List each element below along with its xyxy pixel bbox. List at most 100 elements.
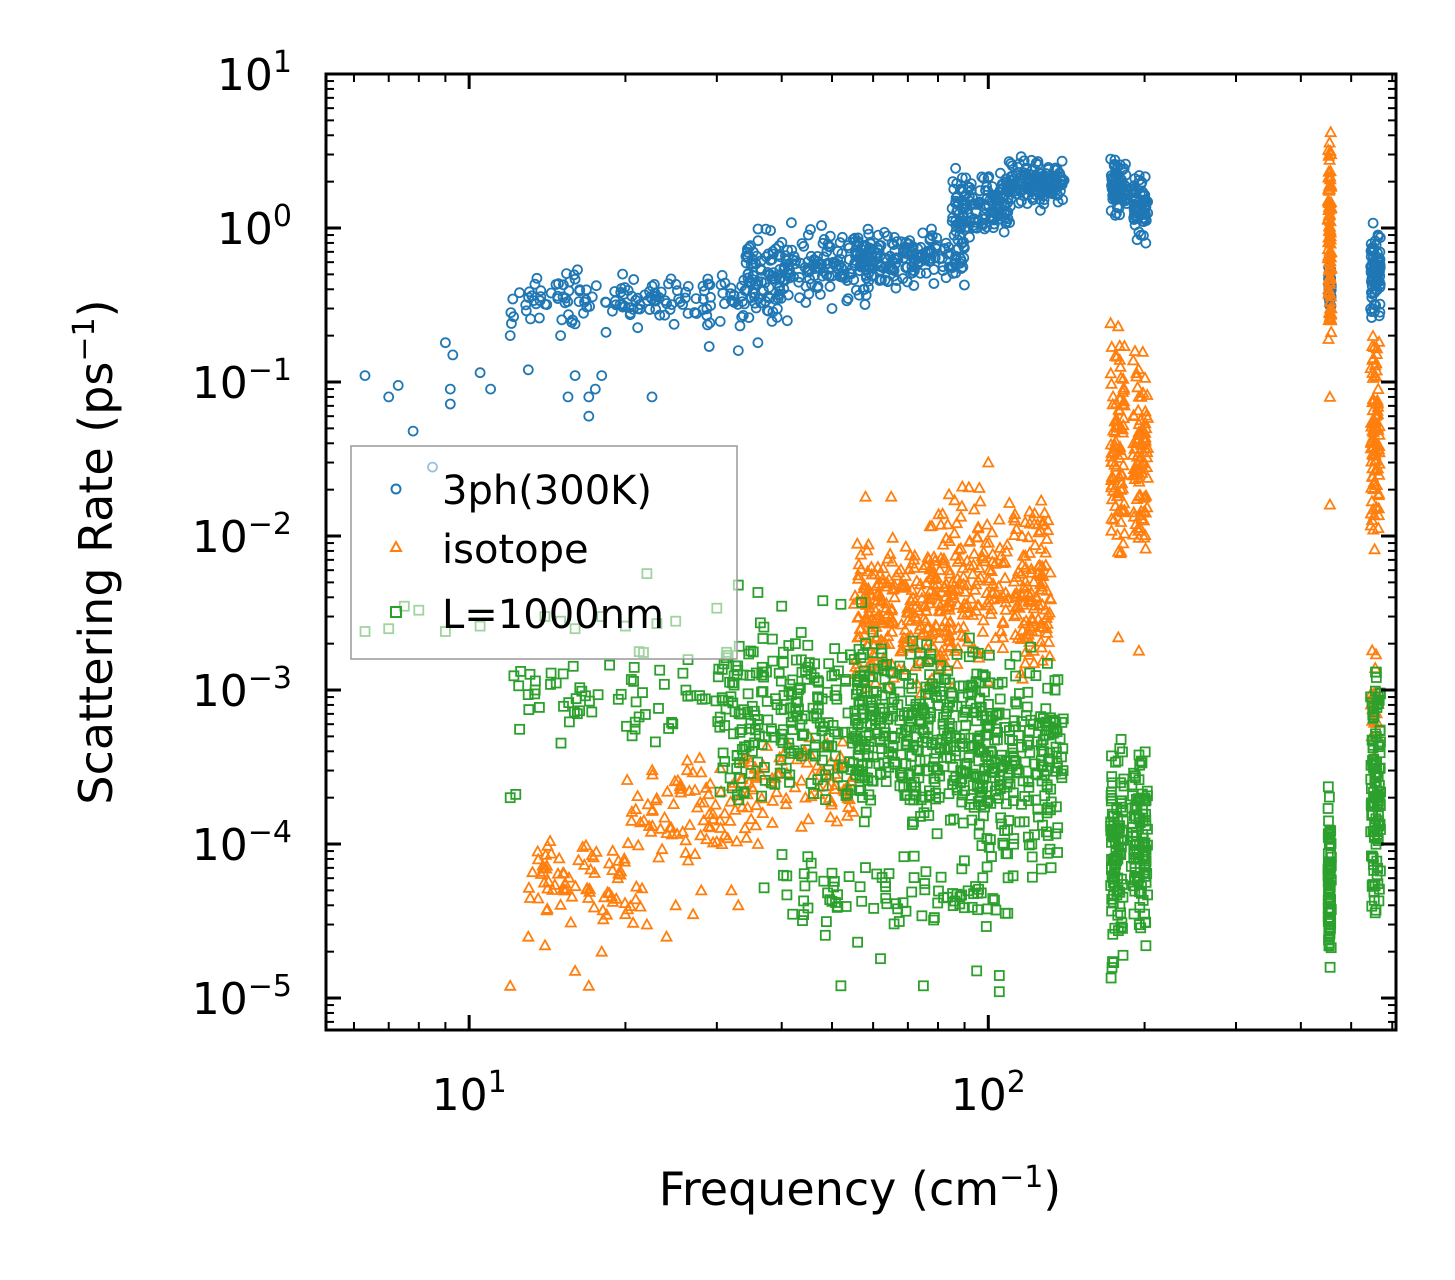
triangle-marker [660, 826, 674, 838]
square-marker [984, 649, 995, 661]
triangle-marker [531, 891, 545, 904]
square-marker [971, 965, 983, 977]
square-marker [1369, 880, 1381, 891]
square-marker [592, 689, 604, 701]
square-marker [997, 837, 1009, 849]
square-marker [863, 729, 875, 741]
square-marker [881, 713, 893, 725]
triangle-marker [1138, 528, 1152, 540]
square-marker [938, 724, 950, 736]
square-marker [677, 667, 689, 679]
circle-marker [550, 279, 562, 290]
circle-marker [561, 268, 572, 280]
square-marker [604, 659, 615, 671]
square-marker [1052, 822, 1064, 834]
triangle-marker [522, 880, 536, 893]
triangle-marker [919, 603, 933, 616]
circle-marker [485, 383, 497, 395]
y-tick-base: 10 [192, 512, 248, 563]
circle-marker [807, 259, 819, 271]
circle-marker [523, 292, 534, 304]
triangle-marker [1105, 340, 1119, 352]
triangle-marker [1113, 338, 1127, 351]
triangle-marker [860, 543, 874, 556]
triangle-marker [1105, 492, 1119, 505]
circle-marker [600, 326, 612, 338]
circle-marker [1056, 155, 1068, 167]
triangle-marker [1368, 368, 1382, 381]
triangle-marker [951, 641, 965, 654]
triangle-marker [985, 525, 999, 538]
series-2 [359, 568, 1386, 998]
triangle-marker [955, 479, 969, 492]
triangle-marker [1111, 544, 1125, 557]
square-marker [796, 654, 807, 666]
square-marker [650, 736, 661, 748]
circle-marker [879, 226, 890, 238]
circle-marker [1004, 200, 1016, 212]
square-marker [994, 754, 1006, 766]
x-tick-label: 102 [951, 1065, 1026, 1121]
square-marker [756, 686, 767, 698]
triangle-marker [886, 530, 900, 543]
square-marker [853, 741, 865, 753]
triangle-marker [966, 567, 980, 580]
square-marker [979, 686, 990, 698]
square-marker [1026, 851, 1038, 863]
square-marker [915, 811, 926, 822]
triangle-marker [1364, 454, 1379, 467]
circle-marker [890, 282, 902, 294]
square-marker [1134, 902, 1146, 913]
triangle-marker [1025, 611, 1039, 623]
y-tick-exponent: −4 [248, 815, 292, 850]
square-marker [1370, 813, 1382, 825]
triangle-marker [1372, 486, 1386, 499]
square-marker [653, 703, 664, 714]
circle-marker [978, 172, 990, 184]
circle-marker [1367, 276, 1378, 288]
circle-marker [788, 251, 800, 262]
square-marker [545, 679, 556, 690]
square-marker [744, 670, 756, 681]
circle-marker [624, 307, 636, 319]
square-marker [994, 693, 1006, 705]
triangle-marker [976, 613, 990, 626]
square-marker [896, 727, 907, 739]
square-marker [534, 702, 545, 713]
triangle-marker [682, 784, 696, 796]
circle-marker [1110, 164, 1122, 176]
circle-marker [812, 250, 823, 262]
square-marker [874, 703, 886, 715]
square-marker [898, 851, 910, 863]
triangle-marker [624, 813, 639, 826]
square-marker [983, 699, 994, 710]
square-marker [734, 757, 745, 768]
square-marker [564, 716, 575, 728]
square-marker [1369, 791, 1381, 802]
circle-marker [983, 171, 995, 183]
square-marker [819, 929, 831, 941]
square-marker [1057, 765, 1069, 776]
square-marker [1115, 834, 1127, 846]
square-marker [1130, 772, 1141, 784]
circle-marker [912, 258, 924, 270]
triangle-marker [934, 517, 948, 530]
square-marker [960, 768, 972, 780]
triangle-marker [596, 903, 610, 916]
circle-marker [1139, 189, 1151, 201]
square-marker [1036, 759, 1047, 771]
square-marker [835, 598, 847, 610]
square-marker [996, 818, 1007, 830]
square-marker [1366, 697, 1378, 709]
triangle-marker [724, 794, 738, 807]
square-marker [823, 740, 834, 752]
triangle-marker [1132, 643, 1146, 656]
circle-marker [1367, 217, 1379, 229]
square-marker [800, 744, 812, 756]
circle-marker [1366, 288, 1378, 300]
square-marker [720, 703, 732, 715]
triangle-marker [741, 750, 755, 763]
y-tick-base: 10 [217, 50, 273, 101]
square-marker [745, 718, 757, 729]
square-marker [580, 690, 591, 702]
